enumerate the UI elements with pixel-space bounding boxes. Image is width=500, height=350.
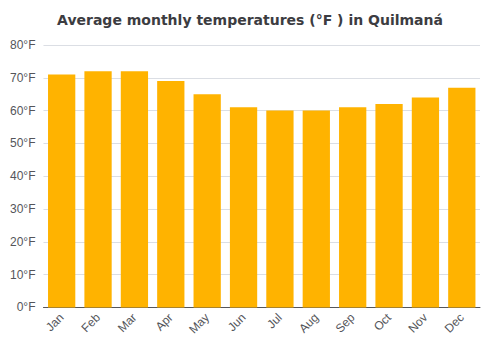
svg-text:Nov: Nov	[405, 311, 430, 336]
svg-text:Oct: Oct	[371, 310, 395, 334]
svg-text:May: May	[186, 311, 212, 337]
svg-text:Average monthly temperatures (: Average monthly temperatures (°F ) in Qu…	[57, 12, 443, 28]
svg-text:Feb: Feb	[78, 310, 103, 335]
svg-text:Dec: Dec	[442, 311, 467, 336]
svg-text:Sep: Sep	[333, 310, 358, 335]
svg-text:Jun: Jun	[225, 311, 249, 335]
svg-text:70°F: 70°F	[10, 71, 35, 85]
svg-text:30°F: 30°F	[10, 202, 35, 216]
svg-text:Apr: Apr	[153, 311, 176, 334]
svg-text:20°F: 20°F	[10, 235, 35, 249]
svg-text:60°F: 60°F	[10, 104, 35, 118]
svg-text:Jan: Jan	[43, 311, 67, 335]
svg-text:Aug: Aug	[296, 311, 321, 336]
svg-text:80°F: 80°F	[10, 38, 35, 52]
svg-text:40°F: 40°F	[10, 169, 35, 183]
svg-text:10°F: 10°F	[10, 268, 35, 282]
svg-text:0°F: 0°F	[17, 300, 36, 314]
svg-text:50°F: 50°F	[10, 136, 35, 150]
svg-text:Mar: Mar	[115, 311, 140, 335]
svg-text:Jul: Jul	[264, 311, 285, 332]
